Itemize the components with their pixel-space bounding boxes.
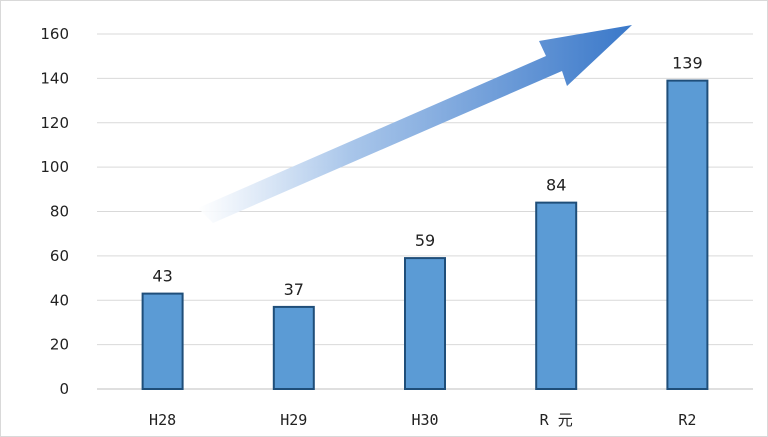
data-labels: 43 37 59 84 139 bbox=[152, 54, 702, 299]
data-label: 84 bbox=[546, 176, 566, 195]
y-tick-label: 60 bbox=[50, 247, 69, 265]
y-tick-label: 0 bbox=[59, 380, 69, 398]
bars bbox=[141, 79, 709, 390]
y-tick-label: 100 bbox=[40, 158, 69, 176]
category-label: H30 bbox=[411, 411, 438, 429]
y-tick-label: 160 bbox=[40, 25, 69, 43]
data-label: 139 bbox=[672, 54, 703, 73]
bar bbox=[272, 305, 315, 390]
y-tick-label: 20 bbox=[50, 336, 69, 354]
category-label: R2 bbox=[678, 411, 696, 429]
data-label: 59 bbox=[415, 231, 435, 250]
bar bbox=[535, 201, 578, 390]
y-axis-ticks: 0 20 40 60 80 100 120 140 160 bbox=[40, 25, 69, 398]
bar bbox=[666, 79, 709, 390]
category-label: R 元 bbox=[540, 411, 573, 429]
trend-arrow-shape bbox=[198, 25, 632, 223]
bar bbox=[404, 257, 446, 390]
y-tick-label: 80 bbox=[50, 203, 69, 221]
y-tick-label: 140 bbox=[40, 69, 69, 87]
data-label: 37 bbox=[284, 280, 304, 299]
data-label: 43 bbox=[152, 267, 172, 286]
y-tick-label: 40 bbox=[50, 291, 69, 309]
trend-arrow bbox=[198, 25, 632, 223]
category-label: H29 bbox=[280, 411, 307, 429]
bar bbox=[141, 292, 184, 390]
y-tick-label: 120 bbox=[40, 114, 69, 132]
x-axis-categories: H28 H29 H30 R 元 R2 bbox=[149, 411, 696, 429]
category-label: H28 bbox=[149, 411, 176, 429]
